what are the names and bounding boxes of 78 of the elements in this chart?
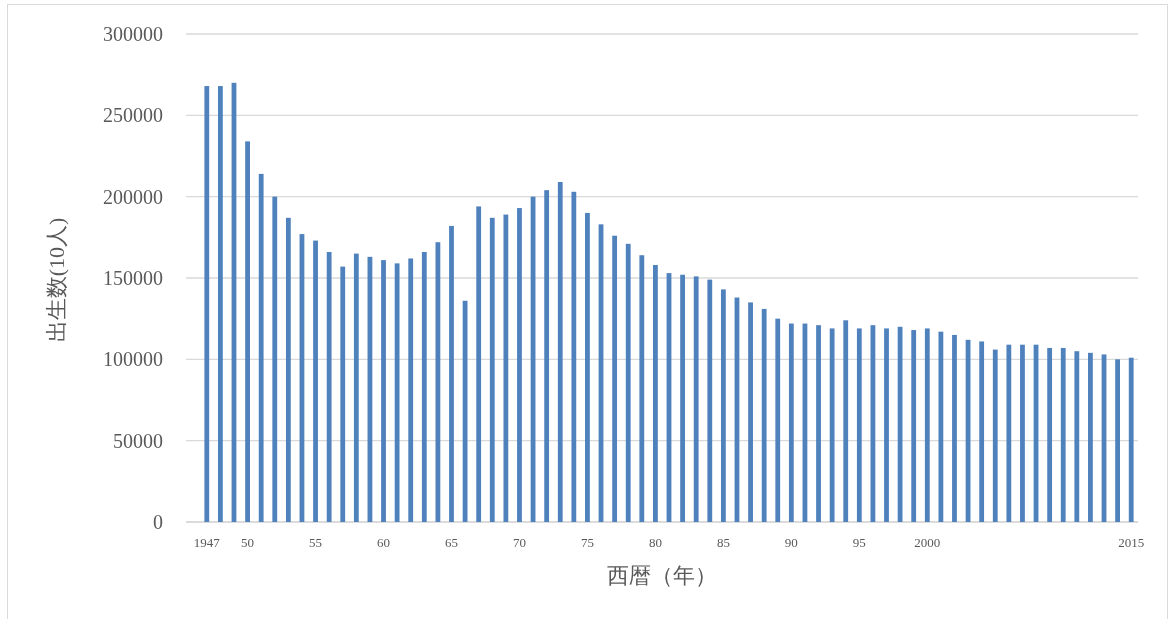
bar: [612, 235, 618, 522]
bar: [748, 302, 753, 522]
bar: [557, 182, 563, 522]
x-tick-label: 1947: [193, 535, 221, 550]
bar: [245, 141, 250, 522]
x-tick-label: 85: [716, 535, 730, 550]
x-axis-title: 西暦（年）: [607, 563, 717, 588]
bar: [313, 240, 318, 522]
bar: [788, 323, 794, 522]
bar: [1128, 357, 1134, 522]
bar: [952, 334, 957, 522]
y-tick-label: 200000: [103, 185, 163, 208]
bar: [217, 86, 223, 522]
bar: [707, 279, 713, 522]
bar: [979, 341, 985, 522]
bar: [639, 255, 645, 522]
x-tick-label: 65: [444, 535, 458, 550]
y-tick-label: 0: [153, 511, 163, 533]
bar: [1115, 359, 1121, 522]
x-tick-label: 2015: [1118, 535, 1145, 550]
bar: [843, 320, 849, 522]
x-tick-label: 90: [784, 535, 798, 550]
bar: [1020, 344, 1025, 522]
y-tick-label: 100000: [103, 348, 163, 371]
x-tick-label: 55: [309, 535, 323, 550]
x-tick-label: 80: [648, 535, 662, 550]
bar: [476, 206, 482, 522]
bar: [938, 331, 944, 522]
bar: [394, 263, 400, 522]
bar: [353, 253, 359, 522]
bar: [571, 191, 577, 522]
x-tick-label: 50: [241, 535, 255, 550]
bar: [816, 325, 821, 522]
bar: [653, 264, 658, 522]
y-tick-label: 50000: [113, 429, 163, 452]
x-tick-label: 2000: [914, 535, 941, 550]
bar: [258, 173, 264, 522]
bar: [489, 217, 495, 522]
bar: [326, 251, 332, 522]
bar: [829, 328, 835, 522]
bar: [381, 260, 386, 522]
y-tick-label: 250000: [103, 104, 163, 127]
y-tick-label: 300000: [103, 23, 163, 45]
y-tick-label: 150000: [103, 267, 163, 289]
bar: [340, 266, 346, 522]
bar: [720, 289, 726, 522]
bar: [421, 251, 427, 522]
bar: [585, 212, 590, 522]
bar: [924, 328, 930, 522]
bar: [625, 243, 631, 522]
bar: [856, 328, 862, 522]
bar: [272, 196, 278, 522]
bar: [449, 225, 454, 522]
bar: [911, 330, 917, 522]
bar: [693, 276, 699, 522]
bar: [285, 217, 291, 522]
bar: [884, 328, 889, 522]
bar: [1060, 347, 1066, 522]
bar: [1074, 351, 1080, 522]
y-axis-title: 出生数(10人): [44, 217, 69, 343]
bar: [680, 274, 685, 522]
bar: [517, 208, 522, 522]
bar: [897, 326, 903, 522]
x-tick-label: 75: [580, 535, 594, 550]
bar: [1047, 347, 1053, 522]
bar: [435, 242, 441, 522]
bar: [503, 214, 509, 522]
bar: [408, 258, 414, 522]
x-tick-label: 95: [852, 535, 866, 550]
bar: [761, 308, 767, 522]
x-tick-label: 70: [512, 535, 526, 550]
bar: [992, 349, 998, 522]
bar: [1088, 352, 1093, 522]
bar: [775, 318, 781, 522]
bar: [544, 190, 550, 522]
bar: [204, 86, 210, 522]
bar: [1006, 344, 1012, 522]
x-tick-label: 60: [377, 535, 391, 550]
